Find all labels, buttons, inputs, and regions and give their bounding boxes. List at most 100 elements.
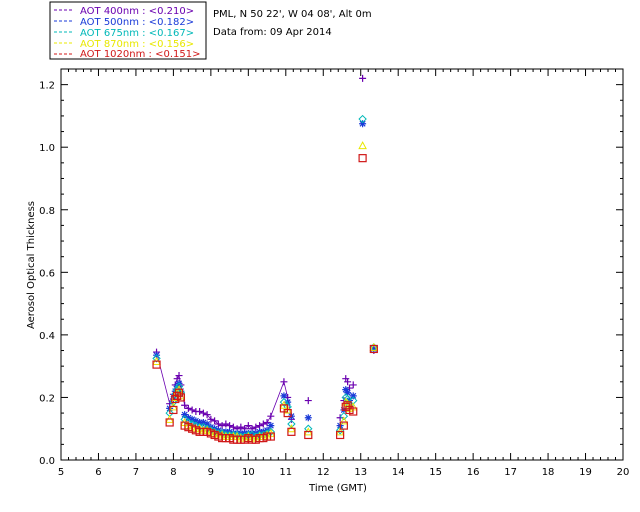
- y-tick-label: 1.2: [39, 81, 55, 92]
- data-point: [280, 378, 288, 386]
- data-point: [304, 414, 312, 422]
- series-4: [152, 154, 378, 444]
- data-point: [358, 114, 367, 124]
- data-point: [342, 386, 350, 394]
- legend-label-870: AOT 870nm : <0.156>: [80, 39, 194, 50]
- data-point: [214, 420, 222, 428]
- data-point: [152, 360, 161, 369]
- x-tick-label: 11: [279, 467, 292, 478]
- y-tick-label: 0.2: [39, 393, 55, 404]
- data-point: [237, 423, 245, 431]
- x-tick-label: 17: [504, 467, 517, 478]
- data-point: [344, 389, 352, 397]
- data-point: [339, 421, 348, 430]
- x-tick-label: 14: [392, 467, 405, 478]
- data-point: [359, 120, 367, 128]
- data-point: [267, 412, 275, 420]
- data-point: [304, 424, 313, 433]
- data-point: [358, 141, 367, 150]
- y-tick-label: 1.0: [39, 143, 55, 154]
- x-tick-label: 16: [467, 467, 480, 478]
- data-point: [177, 387, 185, 395]
- data-point: [207, 415, 215, 423]
- x-tick-label: 10: [242, 467, 255, 478]
- x-tick-label: 12: [317, 467, 330, 478]
- x-tick-label: 6: [95, 467, 101, 478]
- x-tick-label: 20: [617, 467, 630, 478]
- data-point: [222, 420, 230, 428]
- data-point: [267, 422, 275, 430]
- legend-label-675: AOT 675nm : <0.167>: [80, 28, 194, 39]
- series-1: [153, 120, 378, 437]
- data-point: [152, 354, 161, 363]
- y-tick-label: 0.6: [39, 268, 55, 279]
- data-point: [165, 418, 174, 427]
- data-point: [199, 418, 207, 426]
- data-point: [196, 408, 204, 416]
- plot-frame: [60, 68, 624, 461]
- data-point: [358, 154, 367, 163]
- axis-ticks: 5 6 7 8 9 10 11 12 13 14 15 16 17 18 19 20 0.0 0.2 0.4 0.6 0…: [39, 69, 629, 478]
- data-point: [339, 416, 349, 425]
- x-tick-label: 13: [354, 467, 367, 478]
- legend-label-400: AOT 400nm : <0.210>: [80, 6, 194, 17]
- x-tick-label: 15: [429, 467, 442, 478]
- location-text: PML, N 50 22', W 04 08', Alt 0m: [213, 9, 372, 20]
- legend: AOT 400nm : <0.210> AOT 500nm : <0.182> …: [49, 1, 207, 60]
- data-point: [259, 420, 267, 428]
- date-text: Data from: 09 Apr 2014: [213, 27, 332, 38]
- data-point: [287, 419, 296, 429]
- y-tick-label: 0.8: [39, 206, 55, 217]
- data-point: [175, 372, 183, 380]
- data-point: [199, 409, 207, 417]
- x-tick-label: 5: [58, 467, 64, 478]
- data-point: [349, 392, 357, 400]
- legend-label-500: AOT 500nm : <0.182>: [80, 17, 194, 28]
- data-point: [349, 381, 357, 389]
- data-point: [226, 422, 234, 430]
- data-point: [304, 397, 312, 405]
- data-point: [359, 74, 367, 82]
- data-point: [203, 411, 211, 419]
- data-point: [344, 378, 352, 386]
- data-point: [280, 392, 288, 400]
- data-points: [152, 74, 379, 444]
- series-line: [156, 352, 292, 430]
- data-point: [211, 417, 219, 425]
- y-tick-label: 0.4: [39, 331, 55, 342]
- data-point: [184, 414, 192, 422]
- data-point: [229, 423, 237, 431]
- data-point: [252, 423, 260, 431]
- data-point: [266, 432, 275, 441]
- legend-box: [49, 1, 207, 60]
- x-tick-label: 18: [542, 467, 555, 478]
- data-point: [174, 382, 184, 391]
- y-tick-label: 0.0: [39, 456, 55, 467]
- legend-label-1020: AOT 1020nm : <0.151>: [80, 49, 200, 60]
- data-point: [244, 422, 252, 430]
- x-tick-label: 9: [208, 467, 214, 478]
- data-point: [181, 401, 189, 409]
- x-axis-label: Time (GMT): [308, 483, 367, 494]
- y-axis-label: Aerosol Optical Thickness: [26, 201, 37, 329]
- data-point: [304, 430, 313, 440]
- data-point: [218, 422, 226, 430]
- data-point: [203, 420, 211, 428]
- data-point: [369, 344, 378, 354]
- data-point: [176, 393, 185, 402]
- data-point: [263, 418, 271, 426]
- data-point: [192, 417, 200, 425]
- data-point: [349, 407, 358, 416]
- data-point: [343, 401, 352, 410]
- data-point: [287, 427, 296, 436]
- x-tick-label: 7: [133, 467, 139, 478]
- data-point: [279, 397, 289, 407]
- data-point: [169, 405, 178, 415]
- x-tick-label: 8: [170, 467, 176, 478]
- data-point: [184, 404, 192, 412]
- data-point: [336, 430, 345, 440]
- data-point: [369, 342, 379, 351]
- data-point: [196, 418, 204, 426]
- data-point: [370, 345, 378, 353]
- data-point: [188, 415, 196, 423]
